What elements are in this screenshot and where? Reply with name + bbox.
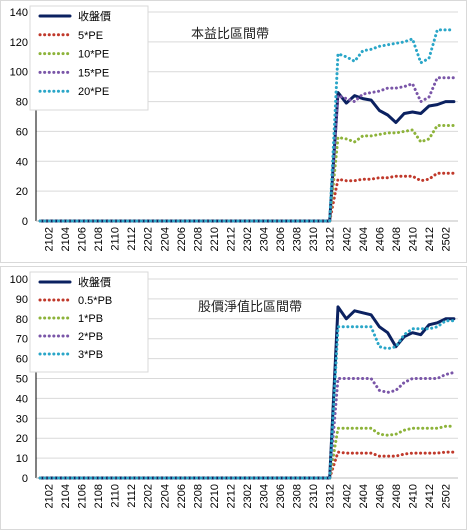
x-tick-label: 2208 — [192, 484, 204, 508]
chart-title: 股價淨值比區間帶 — [198, 299, 302, 314]
x-tick-label: 2304 — [259, 227, 271, 251]
legend-label: 1*PB — [78, 313, 103, 325]
legend-label: 10*PE — [78, 49, 109, 61]
x-tick-label: 2312 — [325, 484, 337, 508]
x-tick-label: 2202 — [143, 484, 155, 508]
x-tick-label: 2408 — [391, 227, 403, 251]
x-tick-label: 2204 — [159, 484, 171, 508]
x-tick-label: 2102 — [43, 484, 55, 508]
y-tick-label: 90 — [16, 294, 28, 306]
y-tick-label: 60 — [16, 126, 28, 138]
legend-label: 15*PE — [78, 67, 109, 79]
x-tick-label: 2308 — [292, 227, 304, 251]
x-tick-label: 2408 — [391, 484, 403, 508]
x-tick-label: 2204 — [159, 227, 171, 251]
y-tick-label: 80 — [16, 314, 28, 326]
x-tick-label: 2210 — [209, 484, 221, 508]
x-tick-label: 2410 — [407, 227, 419, 251]
x-tick-label: 2306 — [275, 227, 287, 251]
y-tick-label: 50 — [16, 374, 28, 386]
x-tick-label: 2104 — [60, 484, 72, 508]
legend-label: 2*PB — [78, 331, 103, 343]
pb-band-chart-svg: 0 10 20 30 40 50 60 70 80 90 100 2102 2104 2106 2108 21… — [0, 266, 467, 530]
x-tick-label: 2406 — [374, 484, 386, 508]
x-tick-label: 2106 — [77, 227, 89, 251]
x-tick-label: 2110 — [110, 484, 122, 508]
pe-band-chart-svg: 0 20 40 60 80 100 120 140 2102 2104 2106 2108 2110 21… — [0, 0, 467, 263]
x-tick-label: 2212 — [225, 484, 237, 508]
y-tick-label: 60 — [16, 354, 28, 366]
x-tick-label: 2404 — [358, 484, 370, 508]
x-tick-label: 2112 — [126, 227, 138, 251]
x-tick-label: 2412 — [424, 227, 436, 251]
y-tick-label: 80 — [16, 97, 28, 109]
x-tick-label: 2212 — [225, 227, 237, 251]
x-tick-label: 2502 — [441, 484, 453, 508]
y-tick-label: 30 — [16, 413, 28, 425]
x-tick-label: 2502 — [441, 227, 453, 251]
legend-label: 收盤價 — [78, 9, 111, 23]
pe-band-chart: 0 20 40 60 80 100 120 140 2102 2104 2106 2108 2110 21… — [0, 0, 467, 263]
x-tick-label: 2302 — [242, 227, 254, 251]
y-tick-label: 100 — [10, 274, 28, 286]
legend-label: 0.5*PB — [78, 295, 112, 307]
x-tick-label: 2402 — [341, 227, 353, 251]
x-tick-label: 2302 — [242, 484, 254, 508]
x-tick-label: 2108 — [93, 484, 105, 508]
y-tick-label: 20 — [16, 186, 28, 198]
x-tick-label: 2310 — [308, 484, 320, 508]
x-tick-label: 2110 — [110, 227, 122, 251]
series-line-20-pe — [38, 28, 456, 223]
x-tick-label: 2304 — [259, 484, 271, 508]
x-tick-label: 2102 — [43, 227, 55, 251]
x-tick-label: 2202 — [143, 227, 155, 251]
x-tick-label: 2206 — [176, 484, 188, 508]
legend-label: 5*PE — [78, 30, 103, 42]
x-tick-label: 2310 — [308, 227, 320, 251]
x-tick-label: 2106 — [77, 484, 89, 508]
y-tick-label: 20 — [16, 433, 28, 445]
legend-label: 20*PE — [78, 86, 109, 98]
y-tick-label: 0 — [22, 473, 28, 485]
x-tick-label: 2402 — [341, 484, 353, 508]
legend-label: 3*PB — [78, 349, 103, 361]
x-tick-label: 2108 — [93, 227, 105, 251]
y-tick-label: 70 — [16, 334, 28, 346]
x-tick-label: 2412 — [424, 484, 436, 508]
x-tick-label: 2104 — [60, 227, 72, 251]
legend-label: 收盤價 — [78, 275, 111, 289]
y-tick-label: 10 — [16, 453, 28, 465]
chart-title: 本益比區間帶 — [191, 26, 269, 41]
x-tick-label: 2208 — [192, 227, 204, 251]
y-tick-label: 120 — [10, 37, 28, 49]
x-tick-label: 2306 — [275, 484, 287, 508]
x-tick-label: 2210 — [209, 227, 221, 251]
y-tick-label: 140 — [10, 7, 28, 19]
y-tick-label: 40 — [16, 393, 28, 405]
legend-box — [29, 5, 149, 111]
y-tick-label: 40 — [16, 156, 28, 168]
x-tick-label: 2312 — [325, 227, 337, 251]
y-tick-label: 0 — [22, 216, 28, 228]
pb-band-chart: 0 10 20 30 40 50 60 70 80 90 100 2102 2104 2106 2108 21… — [0, 266, 467, 530]
x-tick-label: 2410 — [407, 484, 419, 508]
y-tick-label: 100 — [10, 67, 28, 79]
x-tick-label: 2112 — [126, 484, 138, 508]
x-tick-label: 2404 — [358, 227, 370, 251]
x-tick-label: 2406 — [374, 227, 386, 251]
x-tick-label: 2308 — [292, 484, 304, 508]
series-line-3-pb — [38, 319, 456, 480]
x-tick-label: 2206 — [176, 227, 188, 251]
